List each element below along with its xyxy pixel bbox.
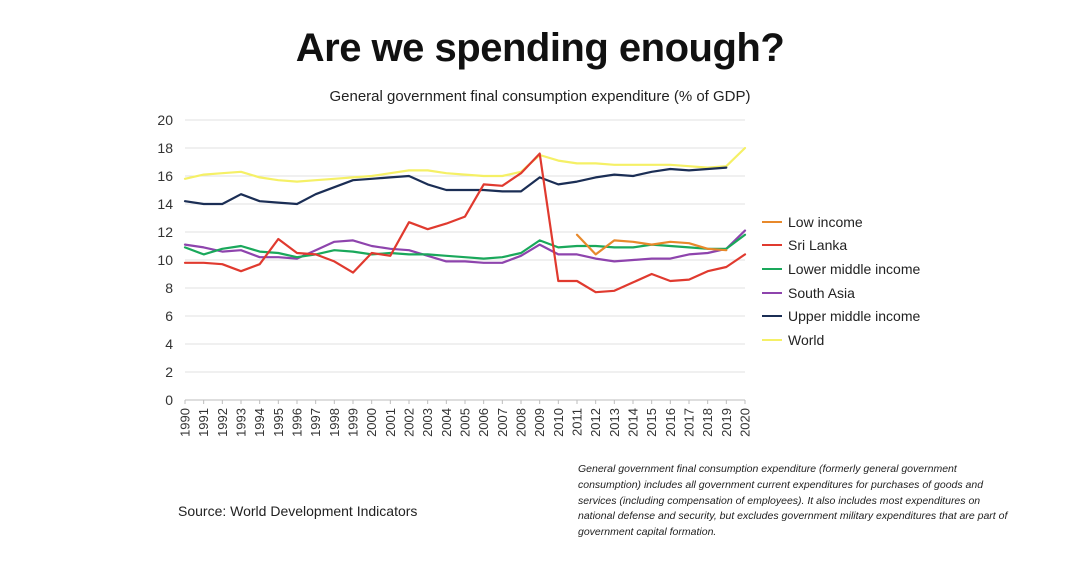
series-line-lower-middle-income — [183, 233, 747, 260]
y-tick-label: 0 — [165, 392, 173, 408]
legend-swatch — [762, 267, 782, 270]
x-tick-label: 2007 — [495, 408, 510, 437]
x-tick-label: 2016 — [663, 408, 678, 437]
x-tick-label: 2001 — [383, 408, 398, 437]
x-tick-label: 2019 — [719, 408, 734, 437]
definition-note: General government final consumption exp… — [578, 463, 1008, 538]
legend-swatch — [762, 244, 782, 247]
y-axis-ticks: 0 2 4 6 8 10 12 14 16 18 20 — [157, 112, 173, 408]
x-tick-label: 1993 — [234, 408, 249, 437]
x-tick-label: 2002 — [402, 408, 417, 437]
x-tick-label: 2000 — [364, 408, 379, 437]
legend-swatch — [762, 338, 782, 341]
legend-swatch — [762, 291, 782, 294]
legend-swatch — [762, 315, 782, 318]
legend-label: World — [788, 331, 825, 348]
x-tick-label: 2014 — [626, 408, 641, 437]
x-tick-label: 1994 — [252, 408, 267, 437]
y-tick-label: 2 — [165, 364, 173, 380]
legend-label: Upper middle income — [788, 308, 921, 325]
x-tick-label: 2013 — [607, 408, 622, 437]
series-line-upper-middle-income — [183, 166, 728, 206]
series-line-world — [183, 146, 747, 183]
x-tick-label: 2004 — [439, 408, 454, 437]
x-tick-label: 1991 — [196, 408, 211, 437]
x-tick-label: 2012 — [588, 408, 603, 437]
source-note: Source: World Development Indicators — [178, 503, 418, 519]
legend-label: Lower middle income — [788, 260, 921, 277]
x-tick-label: 1990 — [178, 408, 193, 437]
grid-lines — [185, 119, 745, 401]
x-tick-label: 2009 — [532, 408, 547, 437]
x-axis-ticks: 1990 1991 1992 1993 1994 1995 1996 1997 1998 1999… — [178, 400, 753, 437]
x-tick-label: 2010 — [551, 408, 566, 437]
y-tick-label: 10 — [157, 252, 173, 268]
y-tick-label: 18 — [157, 140, 173, 156]
legend-item: Lower middle income — [762, 257, 920, 281]
y-tick-label: 8 — [165, 280, 173, 296]
legend-item: Sri Lanka — [762, 234, 920, 258]
y-tick-label: 6 — [165, 308, 173, 324]
series-line-low-income — [575, 233, 728, 256]
legend-item: Upper middle income — [762, 304, 920, 328]
legend-label: Sri Lanka — [788, 237, 848, 254]
x-tick-label: 1999 — [346, 408, 361, 437]
x-tick-label: 2017 — [682, 408, 697, 437]
x-tick-label: 1995 — [271, 408, 286, 437]
x-tick-label: 2003 — [420, 408, 435, 437]
x-tick-label: 2008 — [514, 408, 529, 437]
legend-label: South Asia — [788, 284, 855, 301]
y-tick-label: 16 — [157, 168, 173, 184]
legend-item: Low income — [762, 210, 920, 234]
legend-label: Low income — [788, 213, 863, 230]
series-line-south-asia — [183, 229, 747, 264]
x-tick-label: 2020 — [738, 408, 753, 437]
x-tick-label: 2018 — [700, 408, 715, 437]
y-tick-label: 12 — [157, 224, 173, 240]
x-tick-label: 1992 — [215, 408, 230, 437]
y-tick-label: 14 — [157, 196, 173, 212]
x-tick-label: 1997 — [308, 408, 323, 437]
legend-item: World — [762, 328, 920, 352]
y-tick-label: 4 — [165, 336, 173, 352]
series-lines — [183, 146, 747, 294]
x-tick-label: 2006 — [476, 408, 491, 437]
x-tick-label: 2015 — [644, 408, 659, 437]
y-tick-label: 20 — [157, 112, 173, 128]
page-title: Are we spending enough? — [295, 26, 785, 70]
x-tick-label: 1998 — [327, 408, 342, 437]
x-tick-label: 2011 — [570, 408, 585, 436]
legend-item: South Asia — [762, 281, 920, 305]
chart-subtitle: General government final consumption exp… — [329, 88, 751, 105]
x-tick-label: 2005 — [458, 408, 473, 437]
chart-legend: Low income Sri Lanka Lower middle income So… — [762, 210, 920, 352]
series-line-sri-lanka — [183, 152, 747, 294]
legend-swatch — [762, 220, 782, 223]
x-tick-label: 1996 — [290, 408, 305, 437]
